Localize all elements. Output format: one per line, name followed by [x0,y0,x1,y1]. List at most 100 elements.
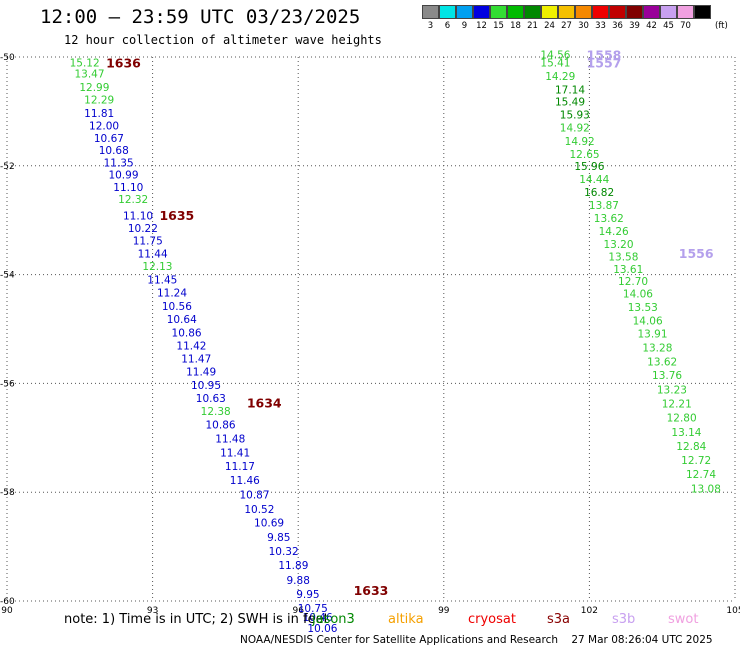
wave-height-point: 11.49 [186,366,216,378]
color-scale-swatch: 33 [592,5,609,31]
wave-height-point: 11.45 [147,274,177,286]
color-scale-swatch: 12 [473,5,490,31]
color-scale-swatch: 39 [626,5,643,31]
chart-subtitle: 12 hour collection of altimeter wave hei… [64,33,382,47]
swatch-color-box [592,5,609,19]
wave-height-point: 13.23 [657,384,687,396]
wave-height-point: 11.41 [220,447,250,459]
color-scale-swatch: 45 [660,5,677,31]
swatch-label: 3 [427,21,434,31]
wave-height-point: 12.74 [686,469,716,481]
wave-height-point: 17.14 [555,85,585,97]
x-tick-label: 99 [438,606,450,616]
wave-height-point: 11.10 [123,210,153,222]
wave-height-point: 13.87 [589,200,619,212]
y-tick-label: -56 [0,379,15,389]
color-scale-swatch: 18 [507,5,524,31]
swatch-color-box [643,5,660,19]
wave-height-point: 12.21 [662,399,692,411]
wave-height-point: 15.96 [574,161,604,173]
swatch-label: 6 [444,21,451,31]
swatch-color-box [558,5,575,19]
wave-height-point: 10.06 [307,623,337,635]
pass-label: 1556 [679,246,714,261]
swatch-color-box [694,5,711,19]
wave-height-point: 10.56 [162,301,192,313]
swatch-label: 15 [493,21,504,31]
y-tick-label: -54 [0,271,15,281]
wave-height-point: 12.00 [89,121,119,133]
wave-height-point: 12.72 [681,455,711,467]
footer-credit: NOAA/NESDIS Center for Satellite Applica… [240,634,713,646]
wave-height-point: 15.93 [560,110,590,122]
pass-label: 1635 [159,208,194,223]
wave-height-point: 13.58 [608,252,638,264]
swatch-color-box [507,5,524,19]
wave-height-point: 15.49 [555,97,585,109]
satellite-legend-s3b: s3b [612,612,636,627]
wave-height-point: 12.38 [201,406,231,418]
x-tick-label: 93 [147,606,158,616]
wave-height-point: 12.32 [118,194,148,206]
wave-height-point: 11.24 [157,288,187,300]
pass-label: 1636 [106,55,141,70]
swatch-label: 45 [663,21,674,31]
wave-height-point: 11.42 [176,340,206,352]
pass-label: 1557 [587,55,622,70]
wave-height-point: 13.91 [637,328,667,340]
x-tick-label: 90 [1,606,13,616]
color-scale-swatch [694,5,711,31]
swatch-label: 12 [476,21,487,31]
y-tick-label: -58 [0,488,15,498]
wave-height-point: 10.95 [191,380,221,392]
swatch-color-box [609,5,626,19]
swatch-label: 42 [646,21,657,31]
color-scale-swatch: 24 [541,5,558,31]
color-scale-swatch: 27 [558,5,575,31]
wave-height-point: 9.85 [267,532,290,544]
chart-title: 12:00 — 23:59 UTC 03/23/2025 [40,6,361,28]
swatch-color-box [541,5,558,19]
footer-note: note: 1) Time is in UTC; 2) SWH is in fe… [64,612,329,627]
wave-height-point: 12.99 [79,82,109,94]
wave-height-point: 12.80 [667,413,697,425]
wave-height-point: 14.56 [540,49,570,61]
wave-height-point: 10.32 [269,546,299,558]
wave-height-point: 14.26 [599,226,629,238]
wave-height-point: 13.53 [628,302,658,314]
wave-height-point: 11.10 [113,182,143,194]
satellite-legend-cryosat: cryosat [468,612,516,627]
wave-height-point: 10.63 [196,393,226,405]
swatch-label: 24 [544,21,555,31]
wave-height-point: 10.68 [99,145,129,157]
swatch-label: 33 [595,21,606,31]
swatch-color-box [490,5,507,19]
pass-label: 1558 [587,47,622,62]
wave-height-point: 11.46 [230,475,260,487]
swatch-color-box [456,5,473,19]
swatch-color-box [575,5,592,19]
wave-height-point: 13.62 [647,357,677,369]
color-scale-swatch: 42 [643,5,660,31]
wave-height-point: 11.44 [138,248,168,260]
wave-height-point: 10.22 [128,223,158,235]
x-tick-label: 105 [726,606,740,616]
wave-height-point: 10.69 [254,518,284,530]
wave-height-point: 12.29 [84,94,114,106]
swatch-label: 70 [680,21,691,31]
swatch-label: 21 [527,21,538,31]
wave-height-point: 10.52 [244,504,274,516]
wave-height-point: 15.12 [70,57,100,69]
y-tick-label: -50 [0,53,15,63]
color-scale-swatch: 9 [456,5,473,31]
color-scale-swatch: 15 [490,5,507,31]
swatch-label: 27 [561,21,572,31]
swatch-color-box [626,5,643,19]
swatch-label: 9 [461,21,468,31]
wave-height-point: 13.62 [594,213,624,225]
color-scale-swatch: 36 [609,5,626,31]
swatch-color-box [439,5,456,19]
swatch-color-box [677,5,694,19]
